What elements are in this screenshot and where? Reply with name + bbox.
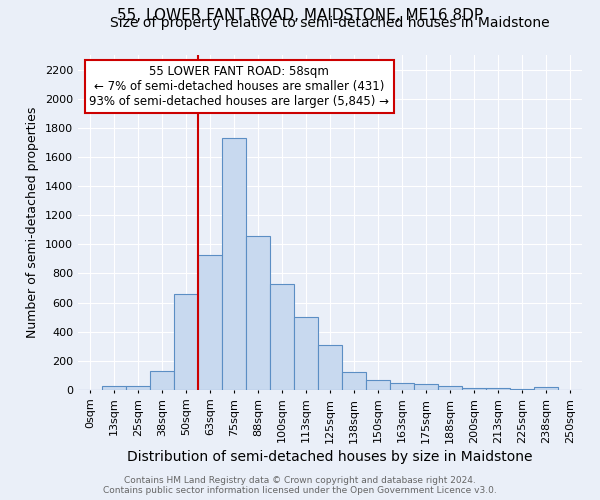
- Bar: [486, 388, 510, 390]
- Bar: [342, 372, 366, 390]
- Bar: [246, 236, 270, 390]
- Bar: [174, 294, 198, 390]
- Bar: [366, 380, 390, 390]
- Bar: [270, 284, 294, 390]
- Bar: [414, 384, 438, 390]
- Text: Contains HM Land Registry data © Crown copyright and database right 2024.
Contai: Contains HM Land Registry data © Crown c…: [103, 476, 497, 495]
- Bar: [126, 386, 150, 390]
- Bar: [438, 386, 462, 390]
- Bar: [150, 371, 174, 390]
- Text: 55, LOWER FANT ROAD, MAIDSTONE, ME16 8DP: 55, LOWER FANT ROAD, MAIDSTONE, ME16 8DP: [117, 8, 483, 22]
- Title: Size of property relative to semi-detached houses in Maidstone: Size of property relative to semi-detach…: [110, 16, 550, 30]
- X-axis label: Distribution of semi-detached houses by size in Maidstone: Distribution of semi-detached houses by …: [127, 450, 533, 464]
- Bar: [534, 387, 558, 390]
- Bar: [318, 345, 342, 390]
- Bar: [222, 138, 246, 390]
- Bar: [462, 388, 486, 390]
- Bar: [102, 386, 126, 390]
- Bar: [390, 382, 414, 390]
- Bar: [294, 317, 318, 390]
- Text: 55 LOWER FANT ROAD: 58sqm
← 7% of semi-detached houses are smaller (431)
93% of : 55 LOWER FANT ROAD: 58sqm ← 7% of semi-d…: [89, 65, 389, 108]
- Bar: [198, 254, 222, 390]
- Y-axis label: Number of semi-detached properties: Number of semi-detached properties: [26, 107, 40, 338]
- Bar: [510, 388, 534, 390]
